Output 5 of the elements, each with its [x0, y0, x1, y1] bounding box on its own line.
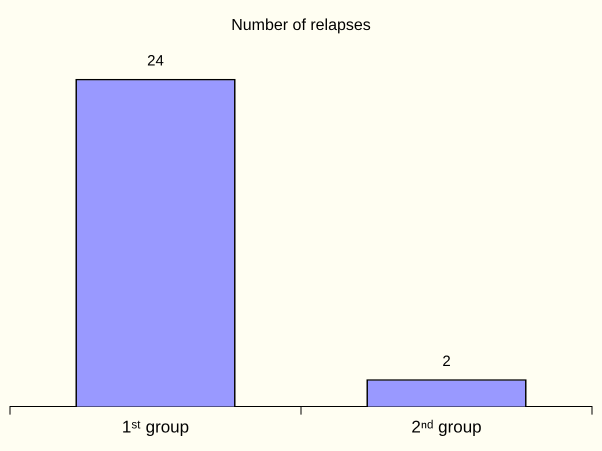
x-tick-label: 1ˢᵗ group: [122, 417, 190, 436]
data-label: 2: [442, 352, 451, 370]
chart-title: Number of relapses: [231, 17, 371, 34]
x-tick-label: 2ⁿᵈ group: [411, 417, 482, 436]
data-label: 24: [147, 52, 164, 70]
